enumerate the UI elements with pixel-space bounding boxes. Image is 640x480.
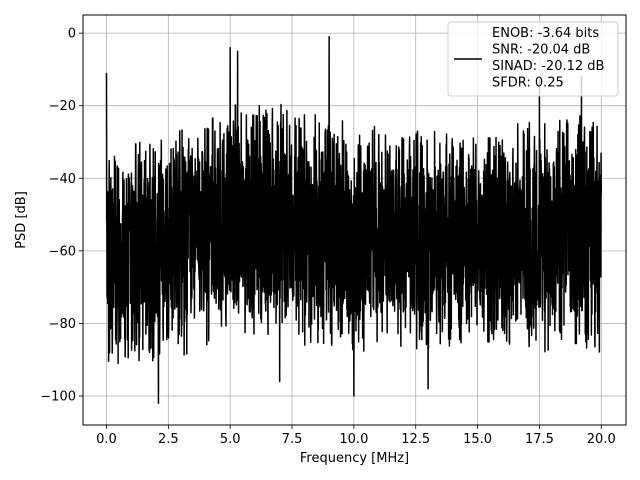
x-tick-label: 20.0	[587, 432, 616, 447]
legend-entry-sinad: SINAD: -20.12 dB	[492, 59, 604, 74]
y-tick-label: −80	[49, 317, 76, 332]
x-tick-label: 10.0	[339, 432, 368, 447]
y-tick-label: −100	[40, 389, 76, 404]
legend: ENOB: -3.64 bits SNR: -20.04 dB SINAD: -…	[447, 21, 619, 97]
x-tick-label: 15.0	[463, 432, 492, 447]
axis-ticks: 0.0 2.5 5.0 7.5 10.0 12.5 15.0 17.5 20.0 0 −20 −40 −…	[40, 27, 615, 447]
x-tick-label: 7.5	[282, 432, 303, 447]
x-tick-label: 2.5	[158, 432, 179, 447]
legend-entry-sfdr: SFDR: 0.25	[492, 76, 564, 91]
x-tick-label: 5.0	[220, 432, 241, 447]
legend-entry-enob: ENOB: -3.64 bits	[492, 26, 599, 41]
axes-frame	[82, 14, 627, 426]
y-tick-label: −60	[49, 244, 76, 259]
psd-series-line	[105, 36, 603, 404]
x-tick-label: 0.0	[96, 432, 117, 447]
y-tick-label: −20	[49, 99, 76, 114]
y-tick-label: 0	[68, 27, 76, 42]
x-tick-label: 17.5	[525, 432, 554, 447]
legend-entry-snr: SNR: -20.04 dB	[492, 43, 590, 58]
y-axis-label: PSD [dB]	[14, 191, 29, 249]
legend-box	[447, 21, 619, 97]
x-tick-label: 12.5	[401, 432, 430, 447]
x-axis-label: Frequency [MHz]	[300, 451, 409, 466]
y-tick-label: −40	[49, 172, 76, 187]
plot-data	[105, 36, 603, 404]
